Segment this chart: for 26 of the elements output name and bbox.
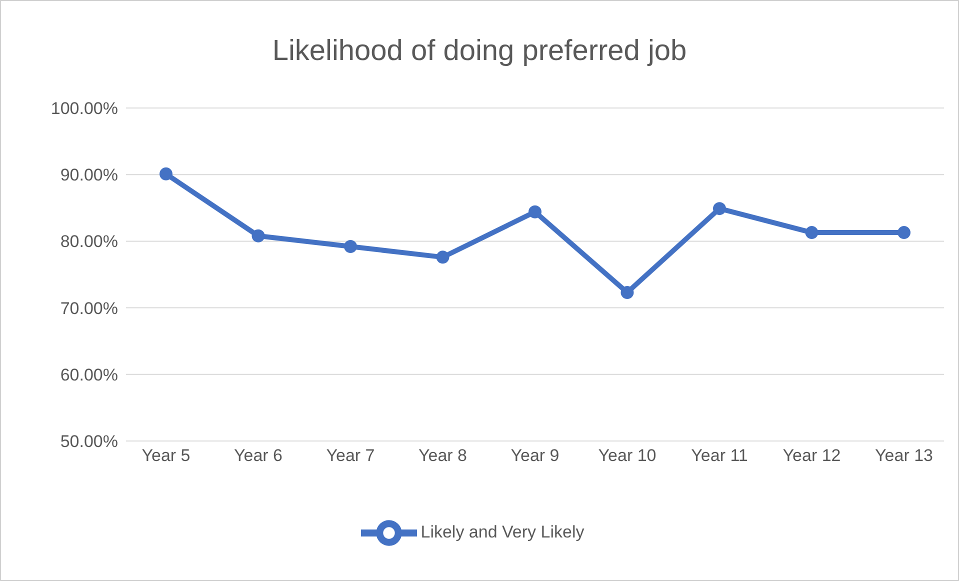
point xyxy=(713,202,726,216)
point xyxy=(344,240,357,254)
y-tick-label: 100.00% xyxy=(50,99,118,118)
x-tick-label: Year 11 xyxy=(691,446,748,466)
legend-label: Likely and Very Likely xyxy=(420,522,584,542)
x-tick-label: Year 8 xyxy=(418,446,468,466)
y-tick-label: 80.00% xyxy=(60,232,118,252)
x-tick-label: Year 10 xyxy=(598,446,656,466)
x-tick-label: Year 5 xyxy=(142,446,190,466)
x-tick-label: Year 9 xyxy=(510,446,560,466)
y-tick-label: 90.00% xyxy=(60,166,118,185)
point xyxy=(160,167,172,180)
point xyxy=(620,286,634,299)
x-tick-label: Year 13 xyxy=(875,446,933,466)
point xyxy=(805,226,818,240)
chart-title: Likelihood of doing preferred job xyxy=(271,34,688,69)
x-tick-label: Year 7 xyxy=(326,446,375,466)
point xyxy=(528,205,542,218)
x-tick-label: Year 6 xyxy=(234,446,283,466)
point xyxy=(898,226,910,240)
point xyxy=(252,229,265,242)
y-tick-label: 50.00% xyxy=(60,432,118,452)
y-tick-label: 60.00% xyxy=(60,365,118,384)
y-tick-label: 70.00% xyxy=(60,298,118,318)
point xyxy=(436,250,450,264)
x-tick-label: Year 12 xyxy=(782,446,841,466)
